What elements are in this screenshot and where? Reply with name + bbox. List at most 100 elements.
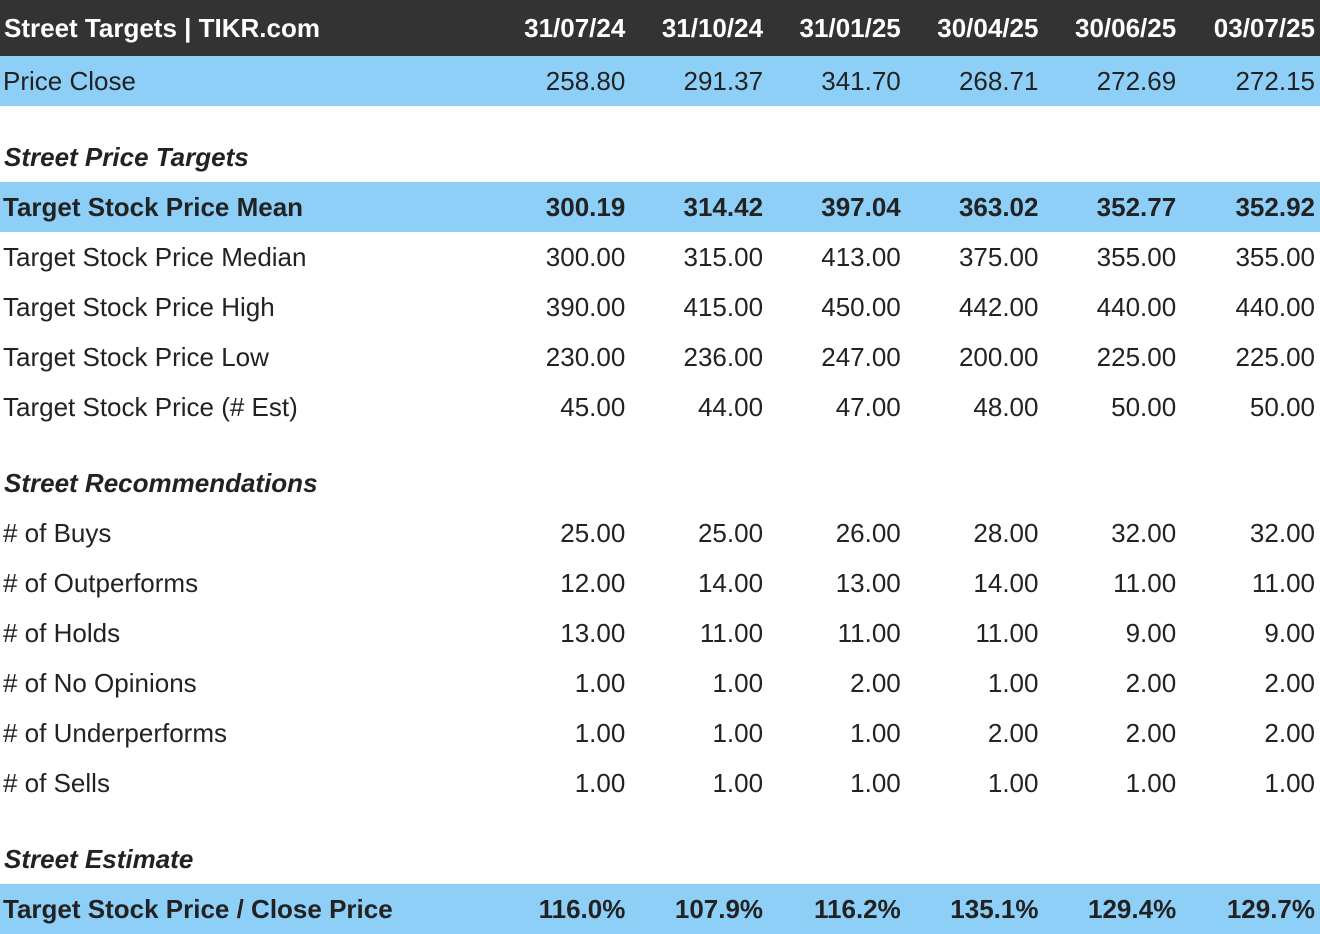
date-header: 03/07/25	[1213, 12, 1315, 43]
table-row: # of Underperforms 1.00 1.00 1.00 2.00 2…	[0, 708, 1320, 758]
spacer-row	[0, 432, 1320, 458]
cell-value: 375.00	[958, 241, 1039, 272]
row-label: Target Stock Price Median	[3, 241, 307, 272]
cell-value: 13.00	[835, 567, 901, 598]
cell-value: 116.2%	[814, 893, 901, 924]
header-row: Street Targets | TIKR.com 31/07/24 31/10…	[0, 0, 1320, 56]
table-row: # of Sells 1.00 1.00 1.00 1.00 1.00 1.00	[0, 758, 1320, 808]
row-label: Target Stock Price High	[3, 291, 275, 322]
row-label: Target Stock Price / Close Price	[3, 893, 393, 924]
cell-value: 25.00	[697, 517, 764, 548]
cell-value: 268.71	[958, 65, 1039, 96]
cell-value: 14.00	[697, 567, 764, 598]
spacer-row	[0, 808, 1320, 834]
row-label: # of No Opinions	[3, 667, 197, 698]
cell-value: 1.00	[574, 717, 626, 748]
date-header: 30/04/25	[937, 12, 1039, 43]
cell-value: 11.00	[1113, 567, 1177, 598]
cell-value: 9.00	[1264, 617, 1315, 648]
cell-value: 315.00	[683, 241, 764, 272]
row-label: Target Stock Price (# Est)	[3, 391, 298, 422]
cell-value: 1.00	[574, 767, 626, 798]
table-row: # of No Opinions 1.00 1.00 2.00 1.00 2.0…	[0, 658, 1320, 708]
cell-value: 442.00	[958, 291, 1039, 322]
cell-value: 26.00	[835, 517, 901, 548]
date-header: 31/01/25	[799, 12, 901, 43]
cell-value: 341.70	[821, 65, 901, 96]
date-header: 31/10/24	[661, 12, 764, 43]
cell-value: 363.02	[958, 191, 1039, 222]
table-row: # of Buys 25.00 25.00 26.00 28.00 32.00 …	[0, 508, 1320, 558]
cell-value: 48.00	[973, 391, 1039, 422]
date-header: 30/06/25	[1074, 12, 1177, 43]
cell-value: 352.92	[1235, 191, 1315, 222]
table-row: # of Holds 13.00 11.00 11.00 11.00 9.00 …	[0, 608, 1320, 658]
cell-value: 50.00	[1111, 391, 1177, 422]
row-label: Target Stock Price Mean	[3, 191, 304, 222]
cell-value: 9.00	[1125, 617, 1177, 648]
cell-value: 47.00	[835, 391, 901, 422]
cell-value: 2.00	[850, 667, 901, 698]
table-row: Target Stock Price (# Est) 45.00 44.00 4…	[0, 382, 1320, 432]
cell-value: 230.00	[545, 341, 626, 372]
cell-value: 107.9%	[674, 893, 764, 924]
cell-value: 1.00	[574, 667, 626, 698]
cell-value: 314.42	[683, 191, 764, 222]
row-label: Target Stock Price Low	[3, 341, 269, 372]
cell-value: 355.00	[1096, 241, 1177, 272]
cell-value: 1.00	[1264, 767, 1315, 798]
cell-value: 11.00	[975, 617, 1039, 648]
cell-value: 440.00	[1096, 291, 1177, 322]
table-row: Target Stock Price High 390.00 415.00 45…	[0, 282, 1320, 332]
cell-value: 413.00	[821, 241, 901, 272]
cell-value: 11.00	[1251, 567, 1315, 598]
table-title: Street Targets | TIKR.com	[4, 12, 320, 43]
row-label: Price Close	[3, 65, 136, 96]
row-label: # of Sells	[3, 767, 110, 798]
cell-value: 2.00	[987, 717, 1039, 748]
cell-value: 135.1%	[950, 893, 1039, 924]
cell-value: 2.00	[1125, 717, 1177, 748]
cell-value: 225.00	[1096, 341, 1177, 372]
cell-value: 129.4%	[1088, 893, 1177, 924]
spacer-row	[0, 106, 1320, 132]
cell-value: 1.00	[987, 767, 1039, 798]
section-header-price-targets: Street Price Targets	[0, 132, 1320, 182]
cell-value: 32.00	[1111, 517, 1177, 548]
cell-value: 258.80	[545, 65, 626, 96]
section-header-recommendations: Street Recommendations	[0, 458, 1320, 508]
cell-value: 415.00	[683, 291, 764, 322]
row-label: # of Holds	[3, 617, 121, 648]
table-row: # of Outperforms 12.00 14.00 13.00 14.00…	[0, 558, 1320, 608]
cell-value: 116.0%	[538, 893, 626, 924]
cell-value: 2.00	[1125, 667, 1177, 698]
cell-value: 390.00	[545, 291, 626, 322]
cell-value: 13.00	[560, 617, 626, 648]
row-label: # of Underperforms	[3, 717, 227, 748]
section-header-estimate: Street Estimate	[0, 834, 1320, 884]
cell-value: 272.15	[1235, 65, 1315, 96]
table-row: Target Stock Price Median 300.00 315.00 …	[0, 232, 1320, 282]
cell-value: 355.00	[1235, 241, 1315, 272]
price-close-row: Price Close 258.80 291.37 341.70 268.71 …	[0, 56, 1320, 106]
cell-value: 200.00	[958, 341, 1039, 372]
cell-value: 236.00	[683, 341, 764, 372]
cell-value: 352.77	[1096, 191, 1177, 222]
row-label: # of Outperforms	[3, 567, 199, 598]
table-row: Target Stock Price / Close Price 116.0% …	[0, 884, 1320, 934]
cell-value: 32.00	[1249, 517, 1315, 548]
row-label: # of Buys	[3, 517, 112, 548]
cell-value: 50.00	[1249, 391, 1315, 422]
cell-value: 300.19	[545, 191, 626, 222]
cell-value: 28.00	[973, 517, 1039, 548]
cell-value: 450.00	[821, 291, 901, 322]
cell-value: 291.37	[683, 65, 764, 96]
section-title: Street Estimate	[4, 843, 194, 874]
cell-value: 129.7%	[1226, 893, 1315, 924]
cell-value: 11.00	[699, 617, 764, 648]
cell-value: 12.00	[560, 567, 626, 598]
section-title: Street Recommendations	[4, 467, 318, 498]
cell-value: 1.00	[1125, 767, 1177, 798]
cell-value: 11.00	[837, 617, 901, 648]
